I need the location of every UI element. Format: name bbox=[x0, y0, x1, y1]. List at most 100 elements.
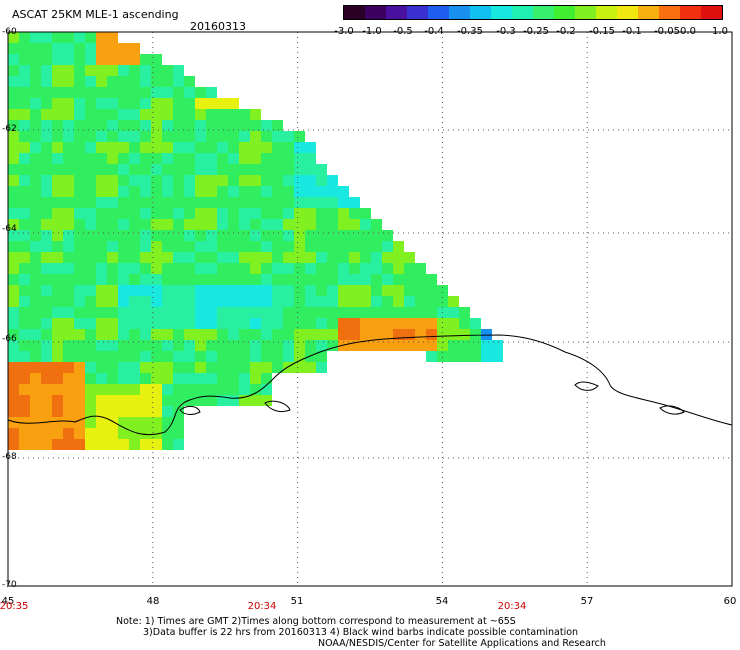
swath-cell bbox=[195, 142, 206, 153]
swath-cell bbox=[217, 362, 228, 373]
swath-cell bbox=[162, 241, 173, 252]
swath-cell bbox=[338, 285, 349, 296]
colorbar-swatch bbox=[512, 6, 533, 19]
swath-cell bbox=[129, 219, 140, 230]
swath-cell bbox=[118, 241, 129, 252]
swath-cell bbox=[250, 241, 261, 252]
swath-cell bbox=[30, 76, 41, 87]
swath-cell bbox=[129, 263, 140, 274]
swath-cell bbox=[272, 329, 283, 340]
swath-cell bbox=[41, 263, 52, 274]
swath-cell bbox=[184, 373, 195, 384]
swath-cell bbox=[316, 329, 327, 340]
swath-cell bbox=[107, 76, 118, 87]
swath-cell bbox=[239, 362, 250, 373]
swath-cell bbox=[184, 241, 195, 252]
swath-cell bbox=[305, 230, 316, 241]
swath-cell bbox=[228, 395, 239, 406]
swath-cell bbox=[118, 43, 129, 54]
swath-cell bbox=[52, 120, 63, 131]
swath-cell bbox=[140, 120, 151, 131]
swath-cell bbox=[41, 340, 52, 351]
swath-cell bbox=[85, 142, 96, 153]
swath-cell bbox=[107, 65, 118, 76]
swath-cell bbox=[239, 296, 250, 307]
swath-cell bbox=[41, 329, 52, 340]
swath-cell bbox=[140, 219, 151, 230]
swath-cell bbox=[371, 340, 382, 351]
swath-cell bbox=[74, 98, 85, 109]
swath-cell bbox=[129, 274, 140, 285]
swath-cell bbox=[151, 98, 162, 109]
swath-cell bbox=[239, 307, 250, 318]
swath-cell bbox=[85, 65, 96, 76]
swath-cell bbox=[107, 252, 118, 263]
swath-cell bbox=[63, 428, 74, 439]
swath-cell bbox=[30, 241, 41, 252]
swath-cell bbox=[8, 329, 19, 340]
swath-cell bbox=[63, 384, 74, 395]
swath-cell bbox=[162, 373, 173, 384]
swath-cell bbox=[173, 98, 184, 109]
swath-cell bbox=[338, 241, 349, 252]
swath-cell bbox=[8, 439, 19, 450]
swath-cell bbox=[294, 164, 305, 175]
swath-cell bbox=[52, 219, 63, 230]
swath-cell bbox=[118, 197, 129, 208]
swath-cell bbox=[338, 186, 349, 197]
graticule-grid bbox=[8, 32, 732, 586]
swath-cell bbox=[129, 208, 140, 219]
swath-cell bbox=[8, 208, 19, 219]
swath-cell bbox=[140, 296, 151, 307]
swath-cell bbox=[8, 219, 19, 230]
swath-cell bbox=[30, 428, 41, 439]
swath-cell bbox=[107, 241, 118, 252]
swath-cell bbox=[74, 417, 85, 428]
swath-cell bbox=[96, 307, 107, 318]
swath-cell bbox=[140, 340, 151, 351]
swath-cell bbox=[228, 208, 239, 219]
swath-cell bbox=[63, 120, 74, 131]
swath-cell bbox=[19, 307, 30, 318]
swath-cell bbox=[272, 318, 283, 329]
swath-cell bbox=[96, 285, 107, 296]
swath-cell bbox=[228, 219, 239, 230]
swath-cell bbox=[63, 87, 74, 98]
swath-cell bbox=[151, 439, 162, 450]
swath-cell bbox=[217, 230, 228, 241]
swath-cell bbox=[151, 109, 162, 120]
swath-cell bbox=[316, 252, 327, 263]
swath-cell bbox=[195, 395, 206, 406]
swath-cell bbox=[239, 197, 250, 208]
colorbar-swatch bbox=[596, 6, 617, 19]
swath-cell bbox=[371, 296, 382, 307]
swath-cell bbox=[327, 208, 338, 219]
swath-cell bbox=[85, 230, 96, 241]
swath-cell bbox=[305, 362, 316, 373]
swath-cell bbox=[393, 318, 404, 329]
swath-cell bbox=[140, 384, 151, 395]
swath-cell bbox=[173, 274, 184, 285]
swath-cell bbox=[129, 285, 140, 296]
swath-cell bbox=[195, 164, 206, 175]
product-title: ASCAT 25KM MLE-1 ascending bbox=[12, 8, 179, 21]
swath-cell bbox=[239, 285, 250, 296]
swath-cell bbox=[162, 439, 173, 450]
swath-cell bbox=[129, 131, 140, 142]
swath-cell bbox=[283, 219, 294, 230]
colorbar-swatch bbox=[386, 6, 407, 19]
swath-cell bbox=[107, 263, 118, 274]
swath-cell bbox=[8, 164, 19, 175]
swath-cell bbox=[283, 164, 294, 175]
swath-cell bbox=[250, 197, 261, 208]
swath-cell bbox=[173, 142, 184, 153]
swath-cell bbox=[19, 362, 30, 373]
swath-cell bbox=[19, 98, 30, 109]
swath-cell bbox=[217, 395, 228, 406]
swath-cell bbox=[8, 120, 19, 131]
swath-cell bbox=[415, 296, 426, 307]
swath-cell bbox=[382, 296, 393, 307]
swath-cell bbox=[173, 87, 184, 98]
swath-cell bbox=[96, 263, 107, 274]
